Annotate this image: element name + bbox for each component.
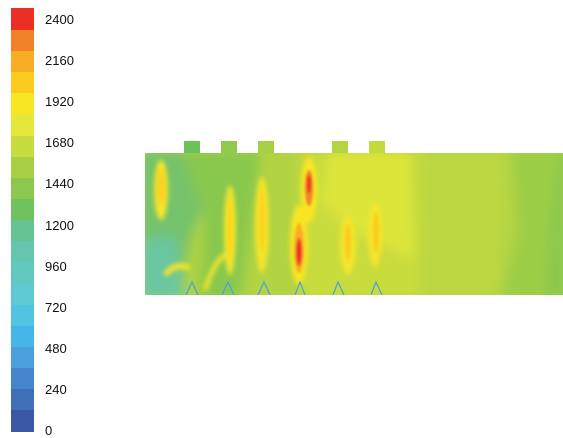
inlet-tab xyxy=(369,141,385,154)
colorbar-swatch xyxy=(11,92,34,115)
colorbar-swatch xyxy=(11,8,34,30)
colorbar-swatch xyxy=(11,388,34,411)
inlet-tab xyxy=(258,141,274,154)
colorbar-tick-label: 1440 xyxy=(45,176,74,192)
colorbar-tick-label: 2160 xyxy=(45,53,74,69)
colorbar-swatch xyxy=(11,282,34,305)
colorbar-tick-label: 1680 xyxy=(45,135,74,151)
colorbar-swatch xyxy=(11,346,34,369)
colorbar-tick-label: 720 xyxy=(45,299,67,315)
colorbar-swatch xyxy=(11,134,34,157)
colorbar-swatch xyxy=(11,304,34,326)
inlet-tab xyxy=(332,141,348,154)
colorbar-swatch xyxy=(11,156,34,178)
inlet-tabs xyxy=(184,141,385,154)
colorbar-swatch xyxy=(11,50,34,73)
inlet-tab xyxy=(184,141,200,154)
colorbar-tick-label: 1200 xyxy=(45,217,74,233)
colorbar-swatch xyxy=(11,29,34,51)
temperature-field xyxy=(145,153,563,295)
burner-jets xyxy=(185,280,383,295)
colorbar-legend: 2400 2160 1920 1680 1440 1200 960 720 480 240 0 xyxy=(11,0,91,438)
colorbar-tick-label: 240 xyxy=(45,381,67,397)
colorbar-swatch xyxy=(11,177,34,199)
colorbar-swatch xyxy=(11,113,34,136)
colorbar-swatch xyxy=(11,409,34,432)
inlet-tab xyxy=(221,141,237,154)
colorbar-tick-label: 480 xyxy=(45,340,67,356)
colorbar-tick-label: 2400 xyxy=(45,12,74,27)
colorbar-swatch xyxy=(11,240,34,263)
colorbar-swatch xyxy=(11,71,34,94)
colorbar-swatch xyxy=(11,261,34,284)
colorbar-swatch xyxy=(11,219,34,242)
colorbar-swatch xyxy=(11,325,34,347)
colorbar-tick-label: 1920 xyxy=(45,94,74,110)
colorbar-swatch xyxy=(11,367,34,390)
colorbar-tick-label: 960 xyxy=(45,258,67,274)
colorbar-swatch xyxy=(11,198,34,221)
colorbar-tick-label: 0 xyxy=(45,423,53,438)
